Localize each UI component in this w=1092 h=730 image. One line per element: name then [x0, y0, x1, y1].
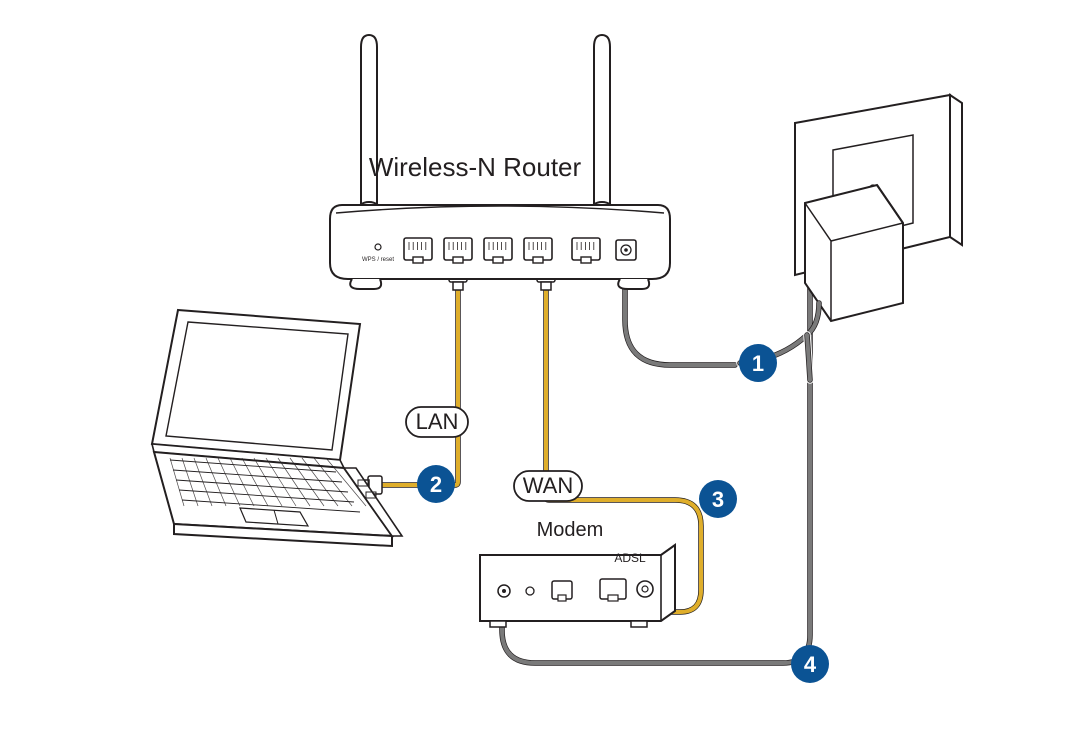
- cable-lan: [380, 282, 458, 485]
- wall-outlet: [740, 95, 962, 380]
- lan-pill: LAN: [406, 407, 468, 437]
- svg-text:2: 2: [430, 472, 442, 497]
- modem: ADSL: [480, 545, 675, 627]
- router-port: [484, 238, 512, 263]
- router-title: Wireless-N Router: [369, 152, 582, 182]
- badge-1: 1: [739, 344, 777, 382]
- cable-power-router: [625, 280, 735, 365]
- badge-2: 2: [417, 465, 455, 503]
- svg-text:LAN: LAN: [416, 409, 459, 434]
- adsl-label: ADSL: [614, 551, 646, 565]
- badge-3: 3: [699, 480, 737, 518]
- router-port: [572, 238, 600, 263]
- svg-text:3: 3: [712, 487, 724, 512]
- svg-text:1: 1: [752, 351, 764, 376]
- wps-label: WPS / reset: [362, 257, 394, 263]
- badge-4: 4: [791, 645, 829, 683]
- modem-label: Modem: [537, 519, 604, 541]
- svg-text:WAN: WAN: [523, 473, 574, 498]
- svg-text:4: 4: [804, 652, 817, 677]
- router-port: [524, 238, 552, 263]
- laptop: [152, 310, 402, 546]
- router-port: [444, 238, 472, 263]
- wan-pill: WAN: [514, 471, 582, 501]
- router-port: [404, 238, 432, 263]
